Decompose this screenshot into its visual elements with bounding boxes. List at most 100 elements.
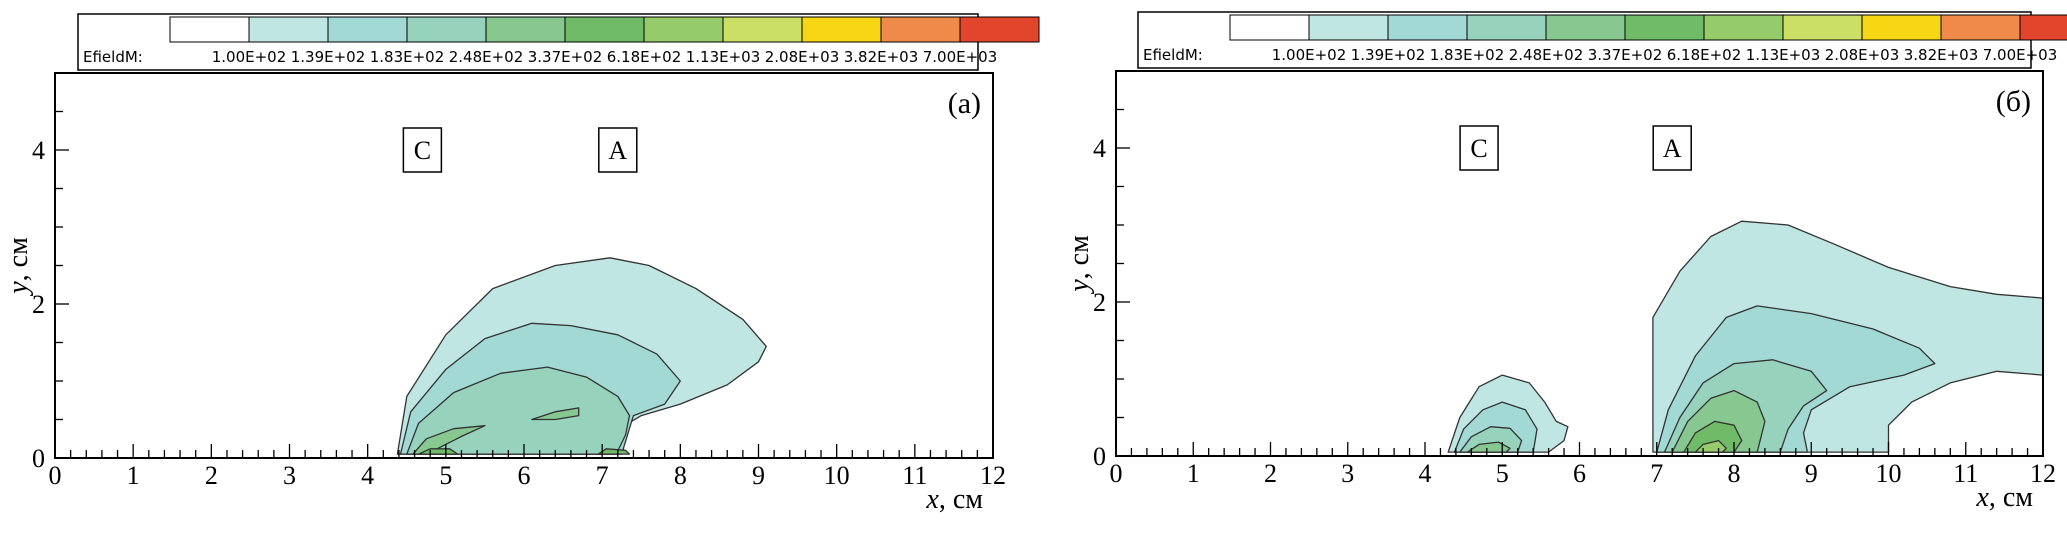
x-tick-label: 10 [824, 461, 850, 490]
electrode-annotation: A [598, 127, 638, 173]
x-tick-label: 7 [1650, 459, 1663, 488]
x-tick-label: 6 [518, 461, 531, 490]
annotation-label: A [1663, 134, 1682, 163]
y-axis-title: y, см [1064, 235, 1095, 295]
legend-swatch [169, 16, 250, 43]
electrode-annotation: C [402, 127, 443, 173]
panel-b: EfieldM: 1.00E+02 1.39E+02 1.83E+02 2.48E+02… [1064, 11, 2067, 513]
legend-level-label: 2.48E+02 [1509, 46, 1584, 64]
legend-swatch [564, 16, 645, 43]
x-axis-title: x, см [1975, 482, 2033, 513]
legend-swatch [1229, 14, 1310, 41]
legend-variable: EfieldM: [83, 48, 143, 66]
panel-a: EfieldM: 1.00E+02 1.39E+02 1.83E+02 2.48E+02… [3, 13, 1040, 515]
legend-level-label: 3.37E+02 [528, 48, 603, 66]
x-tick-label: 12 [980, 461, 1006, 490]
annotation-label: C [1470, 134, 1487, 163]
annotation-label: A [608, 136, 627, 165]
legend-level-label: 1.39E+02 [291, 48, 366, 66]
legend-level-label: 6.18E+02 [607, 48, 682, 66]
x-tick-label: 3 [283, 461, 296, 490]
legend-level-label: 3.82E+03 [844, 48, 919, 66]
legend-swatch [1466, 14, 1547, 41]
y-axis: 0 2 4 y, см [3, 72, 69, 473]
legend-swatch [406, 16, 487, 43]
legend-level-label: 3.82E+03 [1904, 46, 1979, 64]
y-tick-label: 0 [1093, 442, 1106, 471]
x-tick-label: 4 [361, 461, 374, 490]
legend-level-label: 3.37E+02 [1588, 46, 1663, 64]
annotation-box [1652, 125, 1692, 171]
x-tick-label: 1 [1187, 459, 1200, 488]
contour-region [531, 407, 580, 421]
x-tick-label: 8 [1728, 459, 1741, 488]
x-tick-label: 9 [1805, 459, 1818, 488]
y-tick-label: 4 [1093, 134, 1106, 163]
x-tick-label: 8 [674, 461, 687, 490]
legend-swatch [1387, 14, 1468, 41]
y-axis-symbol: y [3, 281, 34, 297]
x-axis: 0 1 2 3 4 5 6 7 8 9 10 11 12x, см [1110, 442, 2056, 513]
legend-level-label: 6.18E+02 [1667, 46, 1742, 64]
x-tick-label: 11 [1953, 459, 1978, 488]
legend-level-label: 1.39E+02 [1351, 46, 1426, 64]
legend-level-label: 1.13E+03 [1746, 46, 1821, 64]
x-tick-label: 12 [2030, 459, 2056, 488]
annotation-box [402, 127, 443, 173]
x-axis-symbol: x [1975, 482, 1989, 513]
legend-swatch [2019, 14, 2067, 41]
annotation-box [1459, 125, 1499, 171]
y-axis-symbol: y [1064, 279, 1095, 295]
x-tick-label: 5 [1496, 459, 1509, 488]
y-tick-label: 0 [32, 444, 45, 473]
legend-swatch [880, 16, 961, 43]
panel-label: (а) [948, 87, 981, 120]
x-tick-label: 2 [1264, 459, 1277, 488]
legend-swatch [1308, 14, 1389, 41]
legend-level-label: 1.13E+03 [686, 48, 761, 66]
x-axis-symbol: x [925, 484, 939, 515]
legend-level-label: 1.83E+02 [1430, 46, 1505, 64]
y-axis-unit: , см [3, 237, 34, 281]
legend: EfieldM: 1.00E+02 1.39E+02 1.83E+02 2.48E+02… [1137, 11, 2067, 69]
legend-variable: EfieldM: [1143, 46, 1203, 64]
legend-swatch [1703, 14, 1784, 41]
legend: EfieldM: 1.00E+02 1.39E+02 1.83E+02 2.48E+02… [77, 13, 1040, 71]
legend-swatch [1861, 14, 1942, 41]
contour-region [417, 448, 459, 455]
contour-region [1466, 441, 1511, 453]
x-axis-unit: , см [939, 484, 983, 515]
y-tick-label: 2 [1093, 288, 1106, 317]
legend-level-label: 1.83E+02 [370, 48, 445, 66]
panel-label: (б) [1996, 85, 2031, 118]
legend-level-label: 2.08E+03 [765, 48, 840, 66]
annotation-box [598, 127, 638, 173]
contour-region [597, 448, 631, 455]
legend-level-label: 7.00E+03 [1983, 46, 2058, 64]
legend-level-label: 1.00E+02 [1272, 46, 1347, 64]
x-axis: 0 1 2 3 4 5 6 7 8 9 10 11 12x, см [49, 444, 1006, 515]
x-tick-label: 0 [1110, 459, 1123, 488]
legend-swatch [1624, 14, 1705, 41]
legend-level-label: 2.08E+03 [1825, 46, 1900, 64]
legend-swatch [1545, 14, 1626, 41]
x-tick-label: 4 [1419, 459, 1432, 488]
legend-swatch [643, 16, 724, 43]
x-tick-label: 5 [439, 461, 452, 490]
y-axis-unit: , см [1064, 235, 1095, 279]
legend-swatch [801, 16, 882, 43]
y-axis-title: y, см [3, 237, 34, 297]
legend-level-label: 1.00E+02 [212, 48, 287, 66]
legend-level-label: 2.48E+02 [449, 48, 524, 66]
legend-swatch [1782, 14, 1863, 41]
y-tick-label: 2 [32, 290, 45, 319]
y-axis: 0 2 4 y, см [1064, 70, 1130, 471]
legend-swatch [959, 16, 1040, 43]
x-tick-label: 1 [127, 461, 140, 490]
electrode-annotation: A [1652, 125, 1692, 171]
x-tick-label: 0 [49, 461, 62, 490]
contour-regions [1447, 220, 2044, 453]
contour-regions [396, 257, 767, 455]
x-tick-label: 3 [1341, 459, 1354, 488]
